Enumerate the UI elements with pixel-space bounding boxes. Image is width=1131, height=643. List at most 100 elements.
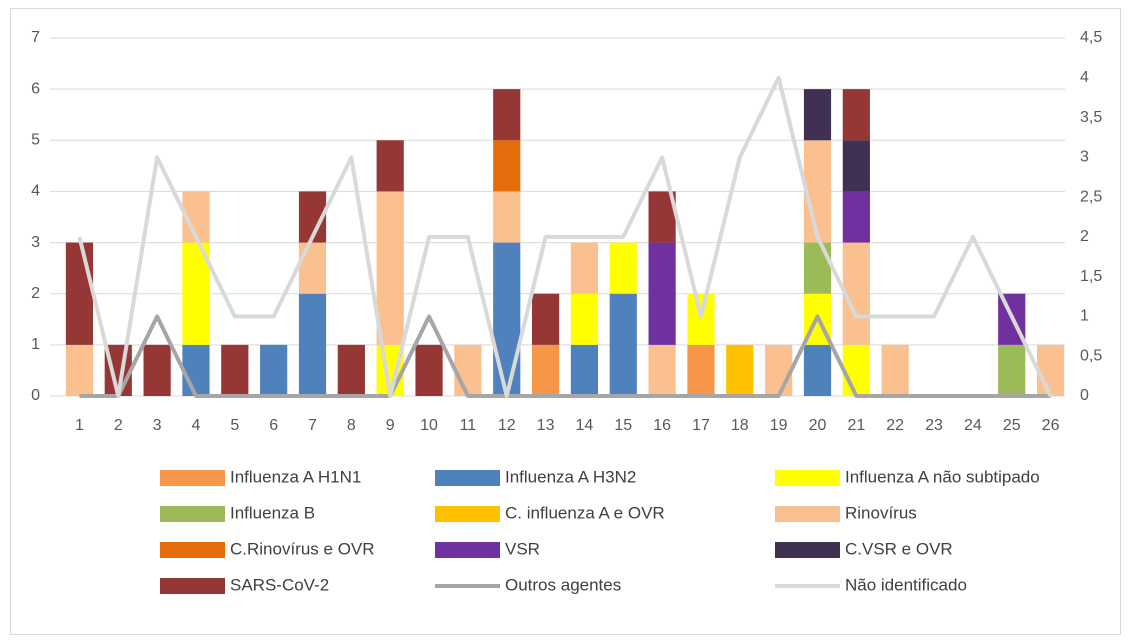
bar-segment [182, 344, 210, 396]
bar-segment [881, 344, 909, 396]
x-tick-label: 6 [269, 417, 278, 434]
legend-label: C.VSR e OVR [845, 539, 953, 558]
x-tick-label: 10 [420, 417, 438, 434]
chart-border [10, 8, 1121, 635]
legend-label: Influenza A H1N1 [230, 467, 361, 486]
legend-swatch [775, 542, 840, 558]
bar-segment [998, 344, 1026, 396]
y2-tick-label: 4,5 [1080, 29, 1102, 46]
bar-segment [143, 344, 171, 396]
y-tick-label: 1 [31, 336, 40, 353]
y2-tick-label: 0,5 [1080, 347, 1102, 364]
x-tick-label: 24 [964, 417, 982, 434]
y-tick-label: 4 [31, 183, 40, 200]
x-tick-label: 23 [925, 417, 943, 434]
legend-label: Outros agentes [505, 575, 621, 594]
bar-segment [298, 242, 327, 294]
legend-swatch [775, 506, 840, 522]
legend-swatch [775, 470, 840, 486]
bar-segment [531, 344, 560, 396]
bar-segment [570, 242, 599, 294]
legend-label: Influenza B [230, 503, 315, 522]
bar-segment [1036, 344, 1065, 396]
x-tick-label: 25 [1003, 417, 1021, 434]
bar-segment [803, 344, 832, 396]
bar-segment [687, 293, 715, 345]
y2-tick-label: 0 [1080, 387, 1089, 404]
y2-tick-label: 3 [1080, 149, 1089, 166]
x-tick-label: 7 [308, 417, 317, 434]
bar-segment [376, 191, 404, 345]
x-tick-label: 12 [498, 417, 516, 434]
x-tick-label: 18 [731, 417, 749, 434]
y-tick-label: 2 [31, 285, 40, 302]
legend-swatch [160, 506, 225, 522]
bar-segment [376, 140, 404, 192]
legend-label: SARS-CoV-2 [230, 575, 329, 594]
bar-segment [765, 344, 793, 396]
bar-segment [260, 344, 288, 396]
x-tick-label: 1 [75, 417, 84, 434]
y2-tick-label: 1 [1080, 308, 1089, 325]
x-tick-label: 3 [153, 417, 162, 434]
y-tick-label: 3 [31, 234, 40, 251]
bar-segment [570, 344, 599, 396]
y2-tick-label: 4 [1080, 69, 1089, 86]
bar-segment [842, 140, 870, 192]
y-tick-label: 7 [31, 29, 40, 46]
bar-segment [842, 191, 870, 243]
bar-segment [454, 344, 482, 396]
legend-label: C. influenza A e OVR [505, 503, 665, 522]
legend-label: VSR [505, 539, 540, 558]
bar-segment [609, 293, 637, 396]
legend-swatch [160, 578, 225, 594]
bar-segment [493, 191, 521, 243]
bar-segment [493, 89, 521, 141]
bar-segment [493, 242, 521, 396]
bar-segment [609, 242, 637, 294]
x-tick-label: 20 [809, 417, 827, 434]
legend-label: Influenza A H3N2 [505, 467, 636, 486]
line-series [79, 314, 1051, 398]
legend-swatch [435, 470, 500, 486]
legend-label: Não identificado [845, 575, 967, 594]
y-tick-label: 5 [31, 132, 40, 149]
y2-tick-label: 3,5 [1080, 109, 1102, 126]
x-tick-label: 17 [692, 417, 710, 434]
y2-tick-label: 1,5 [1080, 268, 1102, 285]
bar-segment [337, 344, 365, 396]
x-tick-label: 26 [1042, 417, 1060, 434]
bar-segment [648, 344, 676, 396]
y2-tick-label: 2,5 [1080, 188, 1102, 205]
x-tick-label: 11 [460, 417, 477, 434]
bar-segment [570, 293, 599, 345]
legend-swatch [435, 506, 500, 522]
y-tick-label: 0 [31, 387, 40, 404]
x-tick-label: 5 [230, 417, 239, 434]
y2-tick-label: 2 [1080, 228, 1089, 245]
x-tick-label: 14 [576, 417, 594, 434]
bar-segment [65, 344, 94, 396]
x-tick-label: 13 [537, 417, 555, 434]
x-tick-label: 16 [653, 417, 671, 434]
bar-segment [687, 344, 715, 396]
legend-swatch [160, 470, 225, 486]
x-tick-label: 9 [386, 417, 395, 434]
bar-segment [842, 89, 870, 141]
bar-segment [298, 293, 327, 396]
x-tick-label: 15 [614, 417, 632, 434]
x-tick-label: 8 [347, 417, 356, 434]
bar-segment [842, 344, 870, 396]
legend-label: Rinovírus [845, 503, 917, 522]
bar-segment [803, 242, 832, 294]
bar-segment [65, 242, 94, 345]
legend-swatch [435, 542, 500, 558]
y-tick-label: 6 [31, 80, 40, 97]
bar-segment [726, 344, 754, 396]
legend-label: C.Rinovírus e OVR [230, 539, 375, 558]
bar-segment [221, 344, 249, 396]
x-tick-label: 2 [114, 417, 123, 434]
bar-segment [415, 344, 443, 396]
legend-swatch [160, 542, 225, 558]
